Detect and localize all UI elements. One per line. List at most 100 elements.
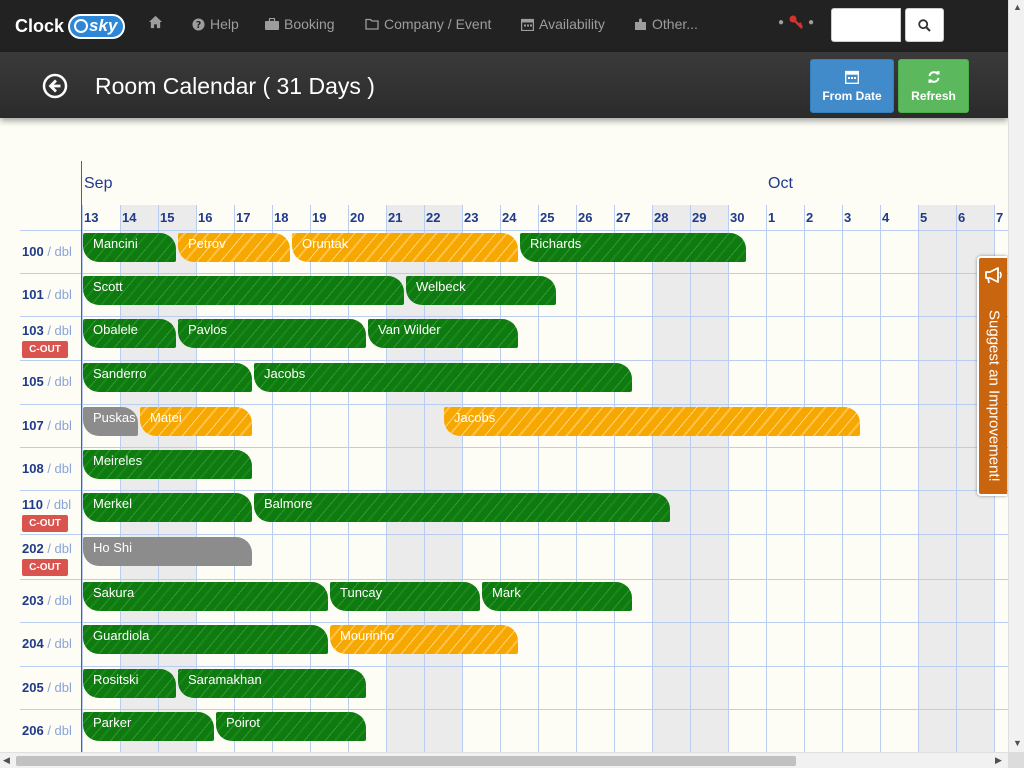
- booking-bar[interactable]: Parker: [83, 712, 214, 741]
- room-label[interactable]: 206 / dbl: [22, 723, 72, 738]
- room-number: 103: [22, 323, 44, 338]
- room-label[interactable]: 203 / dbl: [22, 593, 72, 608]
- room-label[interactable]: 103 / dbl: [22, 323, 72, 338]
- booking-bar[interactable]: Mourinho: [330, 625, 518, 654]
- grid-column-line: [880, 205, 881, 752]
- weekend-column: [652, 205, 690, 752]
- booking-bar[interactable]: Pavlos: [178, 319, 366, 348]
- nav-company-event[interactable]: Company / Event: [365, 16, 491, 32]
- room-label[interactable]: 108 / dbl: [22, 461, 72, 476]
- grid-column-line: [690, 205, 691, 752]
- day-number: 26: [578, 210, 593, 225]
- grid-column-line: [462, 205, 463, 752]
- day-number: 21: [388, 210, 403, 225]
- today-marker-line: [81, 161, 82, 752]
- from-date-label: From Date: [822, 88, 882, 103]
- room-label[interactable]: 205 / dbl: [22, 680, 72, 695]
- nav-availability[interactable]: Availability: [521, 16, 605, 32]
- nav-other[interactable]: Other...: [634, 16, 698, 32]
- key-icon: [789, 15, 803, 29]
- admin-key[interactable]: ● ●: [778, 14, 814, 30]
- room-label[interactable]: 100 / dbl: [22, 244, 72, 259]
- grid-column-line: [500, 205, 501, 752]
- horizontal-scrollbar[interactable]: ◀ ▶: [0, 752, 1008, 768]
- brand-text: Clock: [15, 15, 65, 36]
- refresh-button[interactable]: Refresh: [898, 59, 969, 113]
- booking-bar[interactable]: Obalele: [83, 319, 176, 348]
- vertical-scrollbar[interactable]: ▲ ▼: [1008, 0, 1024, 752]
- nav-booking[interactable]: Booking: [265, 16, 335, 32]
- day-number: 28: [654, 210, 669, 225]
- room-label[interactable]: 110 / dbl: [22, 497, 72, 512]
- from-date-button[interactable]: From Date: [810, 59, 894, 113]
- nav-home[interactable]: [148, 15, 163, 29]
- booking-bar[interactable]: Tuncay: [330, 582, 480, 611]
- booking-bar[interactable]: Van Wilder: [368, 319, 518, 348]
- nav-help[interactable]: ? Help: [192, 16, 239, 32]
- svg-text:?: ?: [196, 20, 201, 31]
- scroll-down-arrow[interactable]: ▼: [1013, 738, 1022, 748]
- room-label[interactable]: 204 / dbl: [22, 636, 72, 651]
- booking-bar[interactable]: Mark: [482, 582, 632, 611]
- booking-bar[interactable]: Balmore: [254, 493, 670, 522]
- back-button[interactable]: [42, 73, 68, 99]
- horizontal-scroll-thumb[interactable]: [16, 756, 796, 766]
- month-label: Sep: [84, 175, 113, 192]
- room-number: 100: [22, 244, 44, 259]
- booking-bar[interactable]: Sakura: [83, 582, 328, 611]
- booking-bar[interactable]: Meireles: [83, 450, 252, 479]
- booking-bar[interactable]: Poirot: [216, 712, 366, 741]
- room-type: dbl: [53, 497, 72, 512]
- booking-bar[interactable]: Saramakhan: [178, 669, 366, 698]
- folder-icon: [365, 18, 379, 30]
- grid-row-line: [20, 534, 1008, 535]
- scroll-up-arrow[interactable]: ▲: [1013, 2, 1022, 12]
- booking-bar[interactable]: Guardiola: [83, 625, 328, 654]
- room-label[interactable]: 101 / dbl: [22, 287, 72, 302]
- day-number: 25: [540, 210, 555, 225]
- booking-bar[interactable]: Matei: [140, 407, 252, 436]
- checkout-badge: C-OUT: [22, 341, 68, 358]
- search-button[interactable]: [905, 8, 944, 42]
- grid-row-line: [20, 273, 1008, 274]
- day-number: 7: [996, 210, 1004, 225]
- suggest-improvement-tab[interactable]: Suggest an Improvement!: [977, 256, 1007, 496]
- room-type: dbl: [54, 418, 72, 433]
- room-type: dbl: [54, 541, 72, 556]
- booking-bar[interactable]: Rositski: [83, 669, 176, 698]
- room-label[interactable]: 202 / dbl: [22, 541, 72, 556]
- booking-bar[interactable]: Welbeck: [406, 276, 556, 305]
- search-input[interactable]: [831, 8, 901, 42]
- day-number: 3: [844, 210, 852, 225]
- nav-help-label: Help: [210, 16, 239, 32]
- room-type: dbl: [54, 374, 72, 389]
- brand-logo[interactable]: Clock sky: [15, 12, 126, 40]
- booking-bar[interactable]: Scott: [83, 276, 404, 305]
- booking-bar[interactable]: Merkel: [83, 493, 252, 522]
- day-number: 5: [920, 210, 928, 225]
- booking-bar[interactable]: Sanderro: [83, 363, 252, 392]
- grid-row-line: [20, 230, 1008, 231]
- grid-row-line: [20, 316, 1008, 317]
- booking-bar[interactable]: Jacobs: [254, 363, 632, 392]
- booking-bar[interactable]: Puskas: [83, 407, 138, 436]
- booking-bar[interactable]: Jacobs: [444, 407, 860, 436]
- scroll-left-arrow[interactable]: ◀: [3, 755, 10, 765]
- booking-bar[interactable]: Petrov: [178, 233, 290, 262]
- scroll-right-arrow[interactable]: ▶: [995, 755, 1002, 765]
- top-navbar: Clock sky ? Help Booking Company / Event…: [0, 0, 1008, 52]
- suggest-improvement-label: Suggest an Improvement!: [985, 309, 1003, 482]
- room-label[interactable]: 105 / dbl: [22, 374, 72, 389]
- grid-row-line: [20, 447, 1008, 448]
- checkout-badge: C-OUT: [22, 515, 68, 532]
- booking-bar[interactable]: Ho Shi: [83, 537, 252, 566]
- room-label[interactable]: 107 / dbl: [22, 418, 72, 433]
- booking-bar[interactable]: Oruntak: [292, 233, 518, 262]
- grid-column-line: [424, 205, 425, 752]
- grid-column-line: [728, 205, 729, 752]
- room-number: 101: [22, 287, 44, 302]
- scrollbar-corner: [1008, 752, 1024, 768]
- megaphone-icon: [985, 267, 1002, 284]
- booking-bar[interactable]: Richards: [520, 233, 746, 262]
- booking-bar[interactable]: Mancini: [83, 233, 176, 262]
